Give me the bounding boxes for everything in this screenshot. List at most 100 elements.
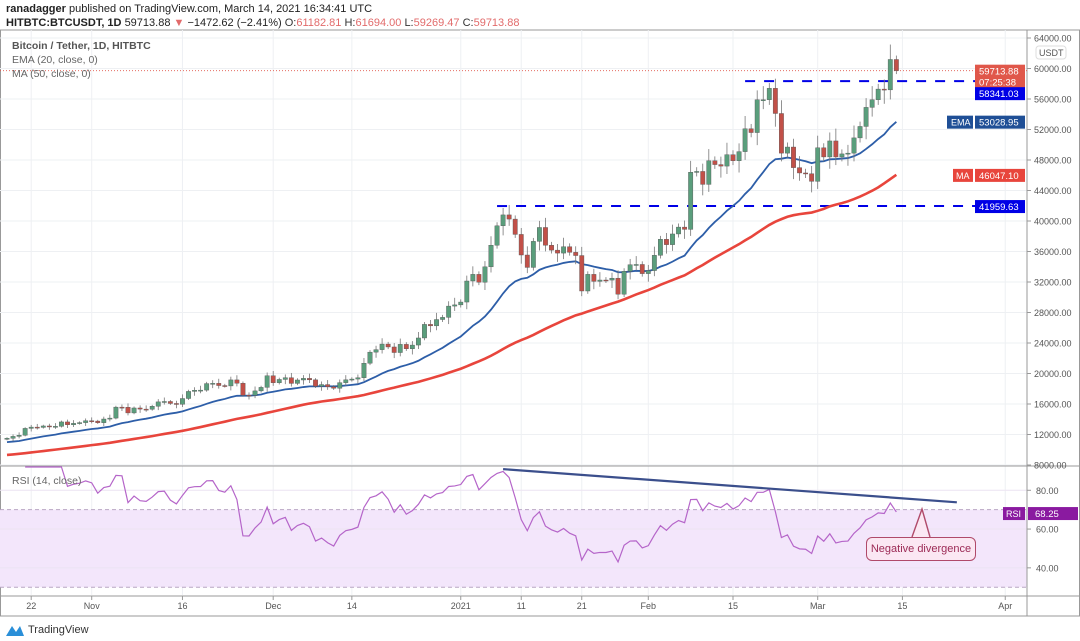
divergence-trendline xyxy=(503,468,957,504)
candle-up xyxy=(282,377,288,380)
candle-down xyxy=(307,378,312,381)
candle-down xyxy=(325,384,331,387)
candle-down xyxy=(476,274,482,283)
candle-up xyxy=(742,128,748,152)
author-name[interactable]: ranadagger xyxy=(6,3,66,15)
candle-up xyxy=(766,88,772,100)
candle-down xyxy=(639,264,645,274)
legend-ma[interactable]: MA (50, close, 0) xyxy=(12,68,91,80)
rsi-tick-label: 80.00 xyxy=(1036,486,1059,496)
time-tick-label: 15 xyxy=(728,601,738,611)
candle-up xyxy=(597,279,603,282)
open-value: 61182.81 xyxy=(296,17,342,29)
candle-up xyxy=(258,387,264,392)
candle-down xyxy=(603,279,609,282)
candle-up xyxy=(71,423,76,425)
legend-ema[interactable]: EMA (20, close, 0) xyxy=(12,54,98,66)
chart-legend: Bitcoin / Tether, 1D, HITBTC EMA (20, cl… xyxy=(12,39,151,81)
candle-up xyxy=(180,398,185,405)
ema-tag: EMA xyxy=(951,118,971,128)
support-price-label: 41959.63 xyxy=(979,202,1019,213)
candle-down xyxy=(506,214,512,220)
candle-up xyxy=(53,426,58,428)
candle-up xyxy=(670,233,675,245)
time-tick-label: 15 xyxy=(897,601,907,611)
candle-up xyxy=(361,363,367,378)
candle-down xyxy=(893,59,899,71)
legend-rsi[interactable]: RSI (14, close) xyxy=(12,475,82,487)
candle-down xyxy=(46,425,52,428)
ma-50-line xyxy=(6,173,898,457)
candle-down xyxy=(591,274,597,282)
ma-price-label: 46047.10 xyxy=(979,171,1019,182)
last-price-label: 59713.88 xyxy=(979,67,1019,78)
candle-down xyxy=(573,252,579,256)
candle-up xyxy=(113,406,119,419)
last-price: 59713.88 xyxy=(124,17,171,29)
candle-up xyxy=(694,171,700,173)
candle-up xyxy=(319,384,324,387)
candle-up xyxy=(724,154,730,167)
resistance-price-label: 58341.03 xyxy=(979,89,1019,100)
price-tick-label: 52000.00 xyxy=(1034,125,1072,135)
candle-down xyxy=(234,379,240,384)
candle-up xyxy=(494,225,500,246)
high-label: H: xyxy=(344,17,356,29)
candle-down xyxy=(95,420,101,423)
candle-down xyxy=(549,245,554,251)
price-tick-label: 36000.00 xyxy=(1034,247,1072,257)
price-tick-label: 40000.00 xyxy=(1034,217,1072,227)
candle-up xyxy=(264,375,270,388)
candle-up xyxy=(83,420,89,423)
candle-down xyxy=(543,227,548,246)
candle-up xyxy=(101,418,107,423)
candle-up xyxy=(887,59,893,91)
time-tick-label: Apr xyxy=(998,601,1012,611)
candle-up xyxy=(785,146,790,154)
time-tick-label: Nov xyxy=(84,601,101,611)
candle-up xyxy=(77,422,83,424)
support-price-label-bg xyxy=(975,200,1025,214)
candle-up xyxy=(464,280,470,303)
rsi-tick-label: 60.00 xyxy=(1036,525,1059,535)
candle-up xyxy=(440,317,445,320)
ema-tag-bg xyxy=(947,115,973,129)
legend-title: Bitcoin / Tether, 1D, HITBTC xyxy=(12,40,151,52)
candle-up xyxy=(210,383,216,385)
price-tick-label: 60000.00 xyxy=(1034,64,1072,74)
rsi-value-bg xyxy=(1028,507,1078,521)
tradingview-logo[interactable]: TradingView xyxy=(6,624,89,636)
price-tick-label: 12000.00 xyxy=(1034,430,1072,440)
candle-down xyxy=(791,146,796,168)
open-label: O: xyxy=(284,17,297,29)
candle-down xyxy=(779,113,784,154)
last-price-label-bg xyxy=(975,64,1025,89)
rsi-tick-label: 40.00 xyxy=(1036,563,1059,573)
time-tick-label: 21 xyxy=(577,601,587,611)
candle-up xyxy=(627,264,633,272)
publish-info: ranadagger published on TradingView.com,… xyxy=(6,3,372,15)
ma-tag: MA xyxy=(956,171,970,181)
candle-down xyxy=(797,167,802,174)
candle-up xyxy=(537,227,542,242)
candle-up xyxy=(204,383,210,391)
candle-down xyxy=(718,164,724,167)
symbol-info: HITBTC:BTCUSDT, 1D 59713.88 ▼ −1472.62 (… xyxy=(6,17,519,29)
time-tick-label: 22 xyxy=(26,601,36,611)
candle-up xyxy=(857,126,863,139)
candle-down xyxy=(240,383,246,396)
price-tick-label: 56000.00 xyxy=(1034,95,1072,105)
price-tick-label: 64000.00 xyxy=(1034,34,1072,44)
candle-up xyxy=(488,245,494,268)
candle-down xyxy=(428,324,433,327)
candle-up xyxy=(198,389,203,392)
rsi-tag-bg xyxy=(1003,507,1025,521)
candle-up xyxy=(416,337,421,346)
candle-down xyxy=(579,255,585,292)
candle-down xyxy=(313,379,318,387)
candle-up xyxy=(379,343,385,350)
candle-down xyxy=(730,154,736,161)
candle-up xyxy=(869,99,875,108)
candle-down xyxy=(167,401,173,404)
